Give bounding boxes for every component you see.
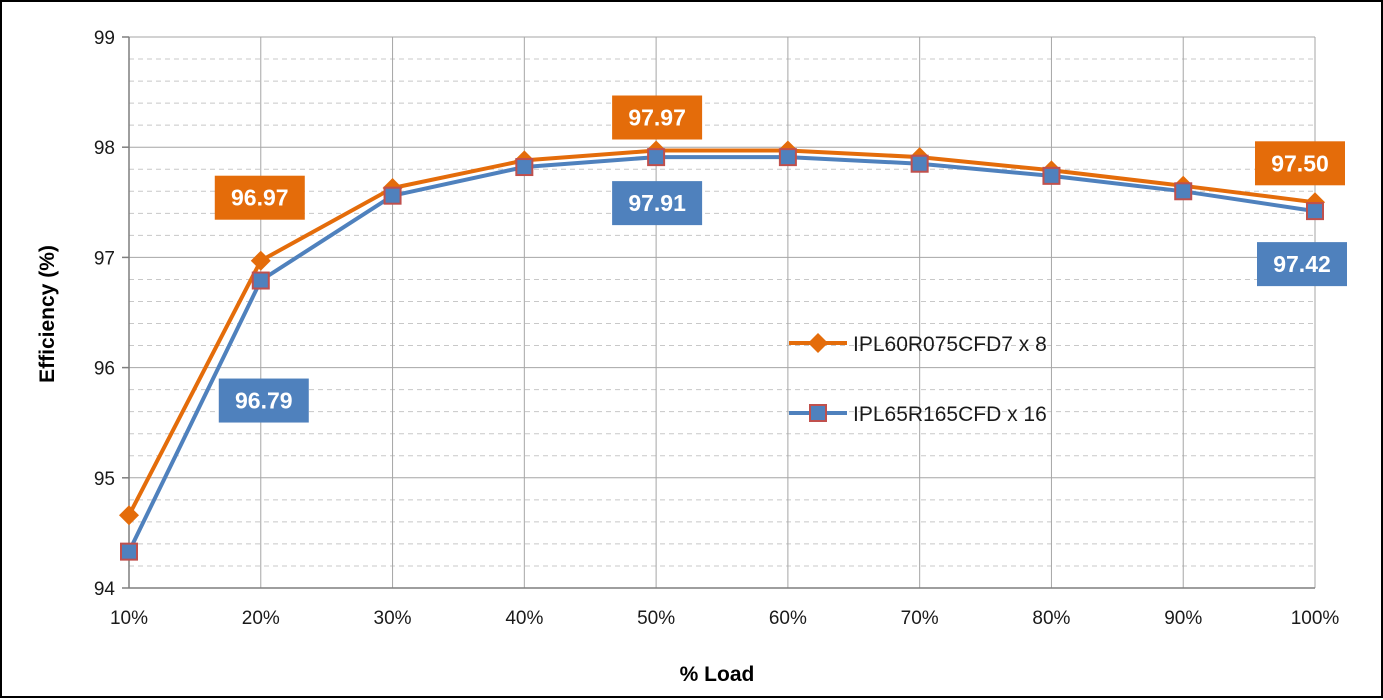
series-2-point xyxy=(383,186,402,205)
series-2-point xyxy=(515,158,534,177)
data-label: 97.42 xyxy=(1273,251,1331,277)
series-1-point xyxy=(250,250,271,271)
x-tick-label: 80% xyxy=(1032,608,1070,629)
data-label: 97.91 xyxy=(628,190,686,216)
legend-label: IPL60R075CFD7 x 8 xyxy=(853,333,1047,356)
data-label-box xyxy=(612,181,703,226)
data-label: 97.50 xyxy=(1271,150,1329,176)
x-tick-label: 30% xyxy=(374,608,412,629)
y-tick-label: 96 xyxy=(94,359,115,380)
x-axis-title: % Load xyxy=(680,663,755,686)
data-label-box xyxy=(612,95,703,140)
data-label-box xyxy=(1255,141,1345,186)
y-tick-label: 94 xyxy=(94,579,116,600)
data-label-box xyxy=(1257,242,1347,287)
x-tick-label: 10% xyxy=(110,608,148,629)
y-tick-label: 99 xyxy=(94,28,115,49)
series-2-point xyxy=(778,148,797,167)
x-tick-label: 20% xyxy=(242,608,280,629)
series-1-point xyxy=(119,505,139,526)
x-tick-label: 90% xyxy=(1164,608,1202,629)
data-label-box xyxy=(214,175,305,220)
y-tick-label: 97 xyxy=(94,248,115,269)
x-tick-label: 70% xyxy=(901,608,939,629)
series-line-1 xyxy=(127,148,1317,518)
data-label: 96.79 xyxy=(235,388,293,414)
x-tick-label: 100% xyxy=(1291,608,1340,629)
y-tick-label: 95 xyxy=(94,469,115,490)
series-2-point xyxy=(1042,166,1061,185)
legend-label: IPL65R165CFD x 16 xyxy=(853,403,1047,426)
data-label-box xyxy=(218,378,309,423)
series-2-point xyxy=(910,154,929,173)
data-label: 96.97 xyxy=(231,185,289,211)
series-2-point xyxy=(120,542,138,561)
x-tick-label: 50% xyxy=(637,608,675,629)
legend-marker xyxy=(808,333,828,353)
legend-marker xyxy=(809,404,827,422)
series-2-point xyxy=(1306,202,1324,221)
data-label: 97.97 xyxy=(628,105,686,131)
series-line-2 xyxy=(127,155,1317,554)
x-tick-label: 60% xyxy=(769,608,807,629)
series-2-point xyxy=(1174,182,1193,201)
y-axis-title: Efficiency (%) xyxy=(36,245,59,383)
series-2-point xyxy=(647,148,666,167)
x-tick-label: 40% xyxy=(505,608,543,629)
y-tick-label: 98 xyxy=(94,138,115,159)
series-2-point xyxy=(251,271,270,290)
